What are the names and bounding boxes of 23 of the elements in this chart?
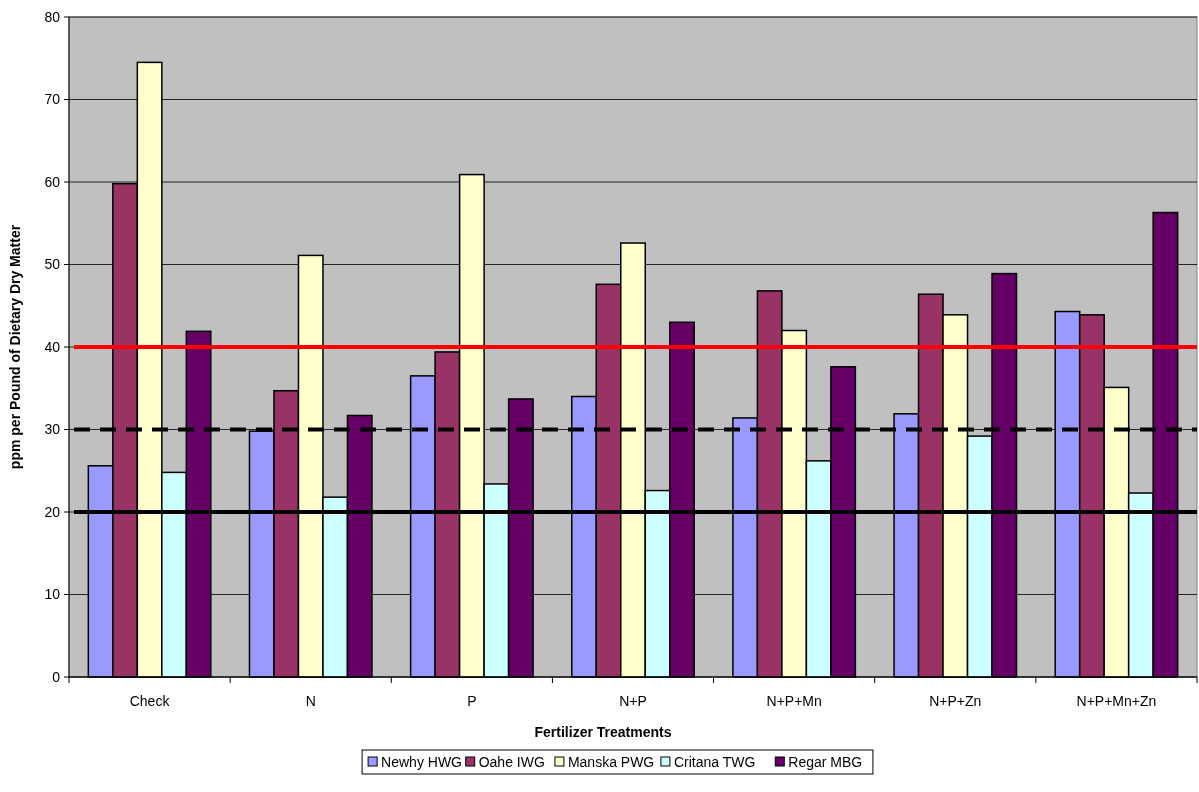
legend-label: Manska PWG	[567, 753, 655, 770]
y-tick-label: 20	[44, 503, 61, 520]
x-tick-label: N+P+Mn	[766, 693, 822, 709]
y-tick-label: 30	[44, 421, 61, 438]
y-tick-label: 50	[44, 256, 61, 273]
legend-label: Critana TWG	[673, 753, 756, 770]
y-tick-label: 40	[44, 338, 61, 355]
x-tick-label: P	[467, 693, 477, 709]
y-tick-label: 60	[44, 173, 61, 190]
legend-label: Regar MBG	[788, 753, 863, 770]
y-tick-label: 0	[52, 668, 61, 685]
y-tick-label: 10	[44, 586, 61, 603]
y-tick-label: 70	[44, 91, 61, 108]
legend-label: Newhy HWG	[381, 753, 463, 770]
x-tick-label: N+P	[619, 693, 647, 709]
x-tick-label: N+P+Zn	[929, 693, 982, 709]
x-tick-label: Check	[129, 693, 171, 709]
x-tick-label: N+P+Mn+Zn	[1076, 693, 1157, 709]
x-tick-label: N	[305, 693, 316, 709]
legend-label: Oahe IWG	[478, 753, 545, 770]
y-tick-label: 80	[44, 8, 61, 25]
x-axis-title: Fertilizer Treatments	[534, 724, 672, 740]
y-axis-title: ppm per Pound of Dietary Dry Matter	[7, 224, 23, 470]
